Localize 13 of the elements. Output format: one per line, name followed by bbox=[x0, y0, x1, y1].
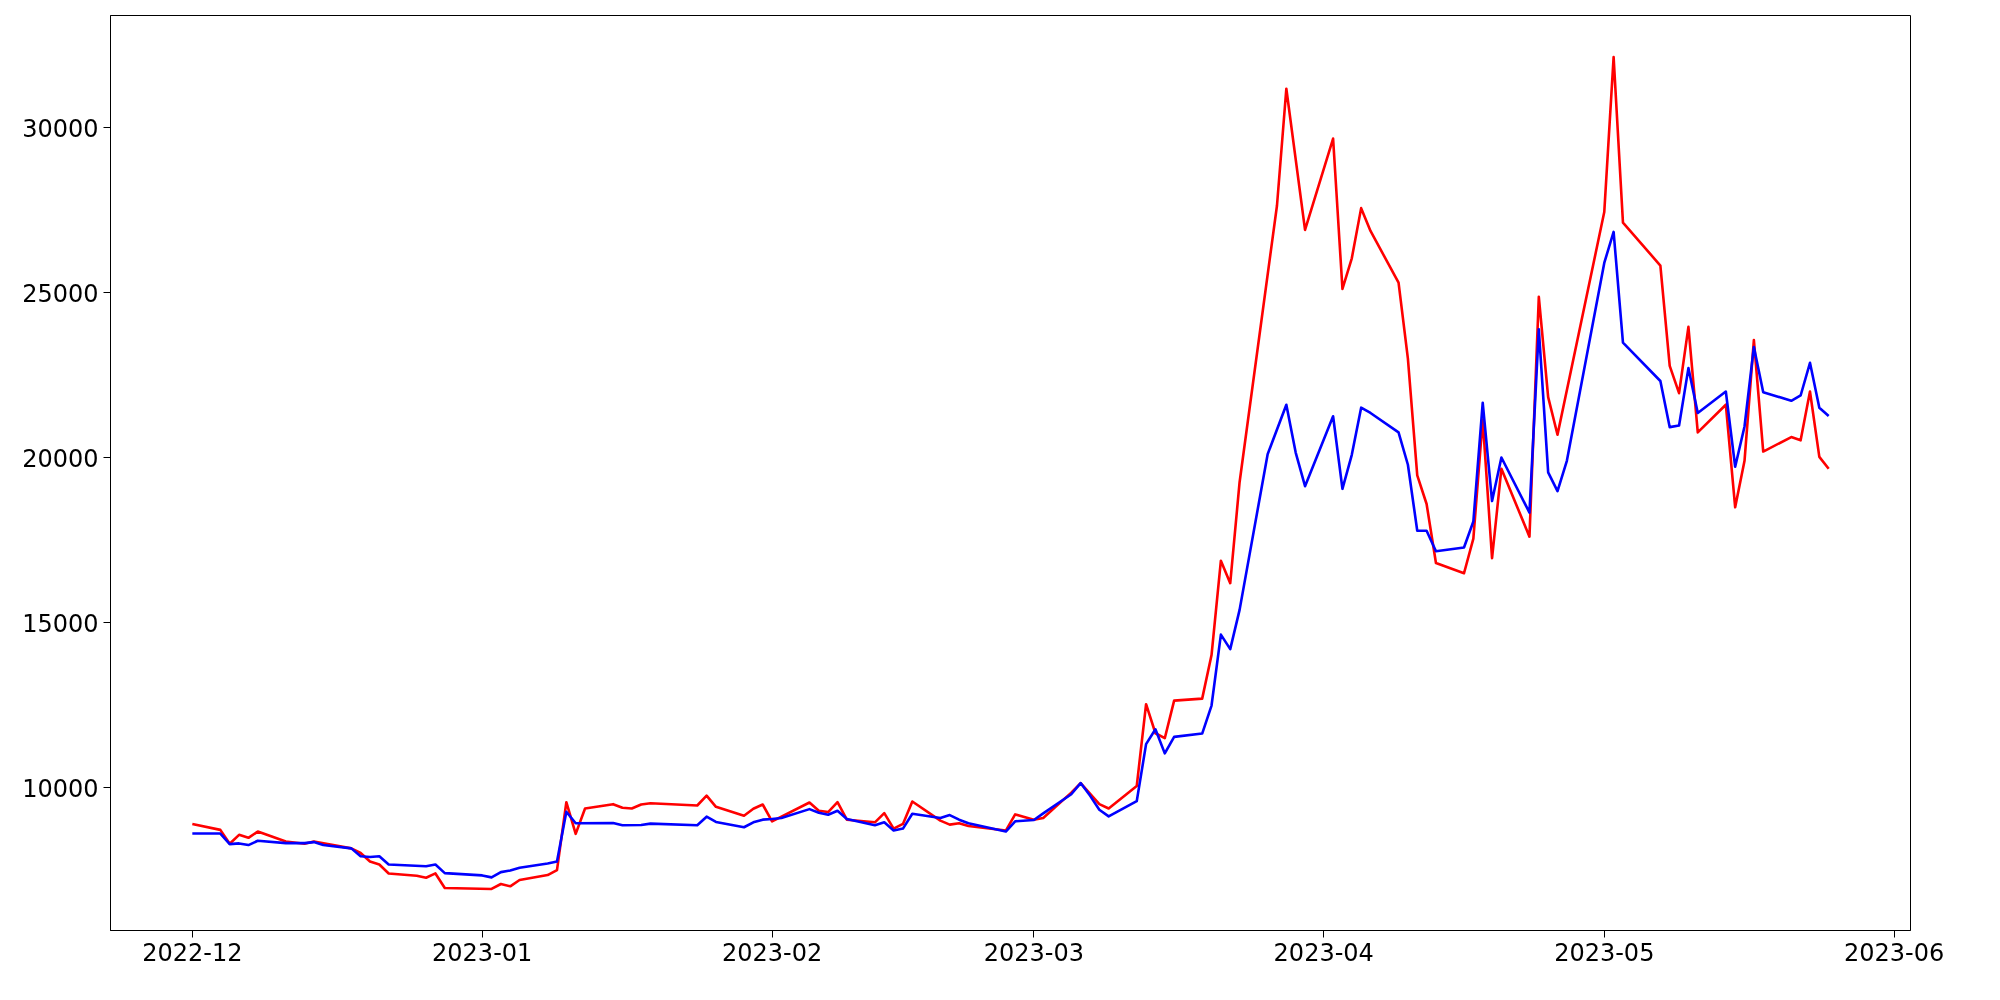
x-tick-label: 2023-06 bbox=[1844, 938, 1945, 967]
x-tick-label: 2023-05 bbox=[1554, 938, 1655, 967]
y-tick-label: 25000 bbox=[22, 279, 99, 308]
line-series bbox=[191, 230, 1830, 879]
y-tick-label: 30000 bbox=[22, 114, 99, 143]
x-tick-label: 2023-04 bbox=[1273, 938, 1374, 967]
y-tick-label: 15000 bbox=[22, 609, 99, 638]
x-tick-label: 2023-02 bbox=[721, 938, 823, 967]
y-tick-label: 10000 bbox=[22, 774, 99, 803]
y-tick-label: 20000 bbox=[22, 444, 99, 473]
x-tick-label: 2023-03 bbox=[983, 938, 1085, 967]
x-tick-label: 2022-12 bbox=[142, 938, 243, 967]
x-tick-label: 2023-01 bbox=[432, 938, 533, 967]
